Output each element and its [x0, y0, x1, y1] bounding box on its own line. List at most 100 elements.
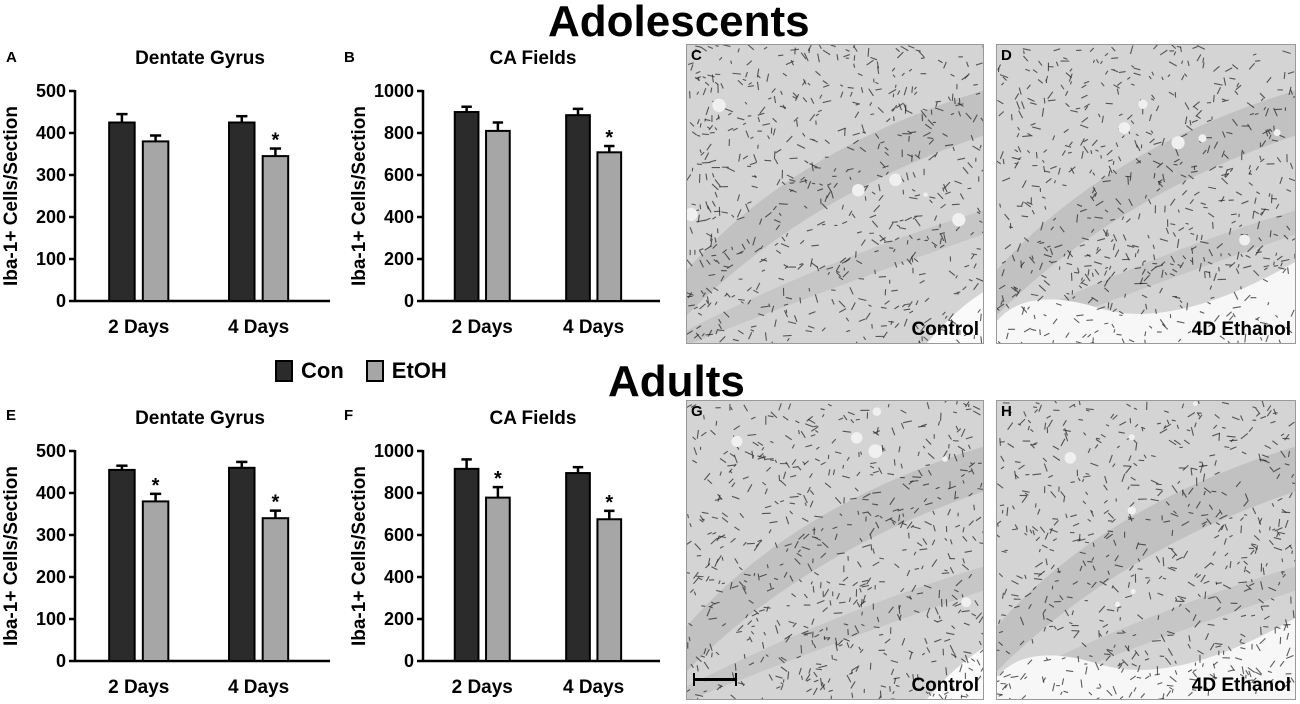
microglia-cell [689, 226, 694, 234]
microglia-cell [788, 621, 795, 624]
microglia-cell [1007, 422, 1014, 431]
microglia-cell [937, 59, 943, 64]
microglia-cell [699, 518, 704, 523]
microglia-cell [942, 311, 946, 316]
microglia-cell [1006, 507, 1009, 516]
microglia-cell [970, 468, 975, 475]
microglia-cell [967, 444, 971, 450]
microglia-cell [824, 139, 830, 144]
microglia-cell [1291, 473, 1295, 478]
microglia-cell [1181, 60, 1184, 64]
microglia-cell [695, 693, 704, 697]
panel-letter: F [344, 407, 353, 424]
cell-layer [687, 90, 983, 315]
microglia-cell [1232, 118, 1238, 127]
microglia-cell [1113, 84, 1120, 89]
microglia-cell [929, 199, 933, 204]
microglia-cell [871, 220, 879, 228]
microglia-cell [1202, 62, 1205, 69]
microglia-cell [1052, 318, 1058, 325]
microglia-cell [1004, 213, 1010, 221]
microglia-cell [764, 332, 767, 341]
microglia-cell [819, 677, 823, 687]
microglia-cell [1097, 280, 1103, 285]
microglia-cell [807, 563, 813, 572]
microglia-cell [1144, 650, 1149, 656]
y-tick-label: 300 [36, 165, 66, 185]
microglia-cell [705, 201, 709, 210]
microglia-cell [725, 292, 731, 298]
microglia-cell [963, 651, 972, 654]
microglia-cell [1189, 678, 1199, 681]
microglia-cell [1255, 316, 1260, 320]
microglia-cell [920, 109, 927, 118]
microglia-cell [696, 91, 700, 95]
microglia-cell [981, 169, 983, 172]
microglia-cell [1275, 203, 1280, 210]
legend-swatch-con [275, 360, 293, 382]
microglia-cell [944, 638, 951, 642]
microglia-cell [785, 516, 790, 525]
microglia-cell [981, 231, 983, 233]
microglia-cell [1181, 403, 1185, 409]
microglia-cell [1237, 264, 1240, 268]
microglia-cell [1221, 177, 1229, 185]
microglia-cell [1064, 144, 1072, 148]
microglia-cell [948, 270, 956, 276]
microglia-cell [1265, 562, 1268, 567]
microglia-cell [1111, 57, 1119, 59]
microglia-cell [1247, 245, 1255, 253]
microglia-cell [1085, 472, 1090, 475]
microglia-cell [760, 245, 764, 250]
microglia-cell [760, 305, 770, 308]
microglia-cell [803, 632, 812, 635]
microglia-cell [1161, 269, 1164, 278]
microglia-cell [1270, 598, 1275, 601]
microglia-cell [1241, 556, 1248, 559]
microglia-cell [1170, 548, 1178, 557]
microglia-cell [1072, 580, 1079, 585]
microglia-cell [1106, 648, 1113, 652]
microglia-cell [1098, 605, 1106, 613]
microglia-cell [1259, 321, 1269, 325]
microglia-cell [997, 520, 1002, 524]
microglia-cell [766, 587, 775, 592]
microglia-cell [1110, 238, 1114, 243]
microglia-cell [699, 515, 705, 522]
microglia-cell [1109, 302, 1113, 311]
microglia-cell [1290, 89, 1293, 95]
microglia-cell [1284, 463, 1290, 466]
microglia-cell [798, 533, 805, 540]
microglia-cell [1027, 419, 1032, 424]
microglia-cell [856, 259, 863, 265]
microglia-cell [841, 204, 844, 210]
microglia-cell [1291, 237, 1295, 241]
microglia-cell [732, 127, 738, 131]
microglia-cell [1187, 643, 1192, 649]
microglia-cell [1061, 150, 1066, 156]
microglia-cell [1258, 529, 1261, 534]
microglia-cell [1218, 509, 1223, 515]
microglia-cell [817, 188, 824, 192]
microglia-cell [809, 473, 813, 479]
microglia-cell [834, 533, 838, 541]
microglia-cell [747, 299, 752, 305]
microglia-cell [751, 625, 755, 628]
microglia-cell [836, 552, 845, 555]
microglia-cell [695, 48, 699, 53]
microglia-cell [1002, 177, 1011, 182]
microglia-cell [1001, 295, 1005, 302]
microglia-cell [931, 660, 937, 663]
microglia-cell [785, 60, 795, 66]
microglia-cell [1105, 630, 1109, 634]
microglia-cell [997, 160, 1002, 165]
microglia-cell [692, 459, 698, 464]
microglia-cell [1083, 103, 1091, 108]
microglia-cell [1118, 662, 1121, 666]
microglia-cell [753, 289, 759, 294]
microglia-cell [826, 580, 831, 584]
microglia-cell [1234, 605, 1242, 612]
microglia-cell [802, 132, 806, 137]
microglia-cell [897, 508, 904, 512]
microglia-cell [942, 187, 945, 192]
